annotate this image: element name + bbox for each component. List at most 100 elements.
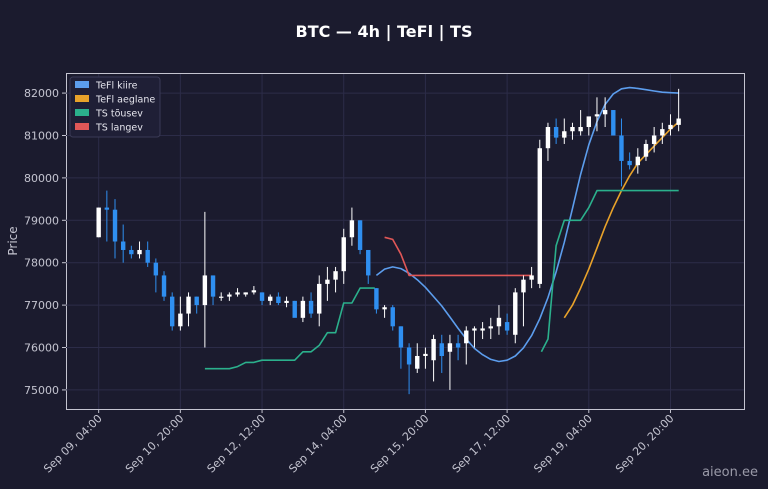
candle-body — [562, 131, 567, 138]
candle — [439, 334, 444, 373]
candle-body — [120, 241, 126, 250]
candle — [529, 266, 534, 289]
candle-body — [227, 294, 232, 297]
candle — [276, 292, 281, 306]
y-tick-label: 82000 — [24, 87, 59, 100]
candle — [586, 116, 591, 136]
legend-swatch-ts-down — [75, 123, 89, 130]
candle-body — [300, 300, 306, 318]
candle-body — [594, 114, 600, 117]
indicator-lines — [204, 86, 680, 370]
candle-body — [570, 127, 575, 132]
candle — [268, 294, 273, 306]
y-tick-label: 79000 — [24, 214, 59, 227]
candle — [537, 139, 542, 289]
y-tick-label: 77000 — [24, 299, 59, 312]
candle-body — [472, 328, 477, 331]
candle-body — [602, 110, 608, 115]
candle — [284, 296, 289, 308]
candle — [578, 110, 583, 136]
candle — [194, 296, 199, 314]
candle — [521, 275, 526, 327]
candle — [210, 275, 216, 306]
candle-body — [390, 307, 395, 327]
series-line-ts-up — [204, 287, 375, 370]
candle — [611, 110, 616, 136]
candle-body — [464, 330, 469, 344]
candle-body — [545, 127, 551, 149]
candle-body — [317, 283, 322, 314]
candle-body — [251, 290, 257, 293]
candle-body — [660, 129, 665, 136]
candle-body — [349, 220, 355, 238]
candle — [398, 326, 404, 369]
candle — [333, 266, 338, 293]
candle-body — [243, 292, 248, 295]
candle-body — [447, 343, 453, 352]
candle — [145, 241, 150, 267]
candle — [357, 220, 363, 255]
y-tick-label: 75000 — [24, 384, 59, 397]
candle-body — [169, 296, 175, 327]
candle-body — [398, 326, 404, 348]
candle-body — [513, 292, 518, 335]
candle — [308, 292, 314, 318]
candle — [496, 305, 502, 335]
candle — [374, 288, 379, 314]
candle — [513, 288, 518, 344]
y-tick-label: 78000 — [24, 257, 59, 270]
x-axis: Sep 09, 04:00 Sep 10, 20:00 Sep 12, 12:00 S… — [41, 409, 677, 476]
candle — [504, 313, 510, 335]
candle — [104, 190, 110, 242]
candle — [243, 292, 248, 297]
candle — [169, 292, 175, 331]
candle — [390, 305, 395, 331]
x-tick-label: Sep 12, 12:00 — [205, 412, 269, 476]
candle-body — [210, 275, 216, 297]
candle-body — [137, 249, 142, 255]
legend-label-tefl-fast: TeFl kiire — [95, 81, 138, 92]
legend-box — [69, 76, 161, 138]
candle-body — [619, 135, 624, 161]
candle-body — [235, 292, 240, 295]
candle-body — [521, 279, 526, 293]
candle — [317, 275, 322, 327]
candle-body — [431, 339, 436, 361]
candle-body — [112, 209, 118, 242]
candle — [676, 88, 681, 132]
series-line-ts-down — [384, 236, 532, 277]
candle-body — [480, 328, 485, 331]
candle-body — [341, 237, 346, 272]
candle-body — [186, 296, 191, 314]
candle — [178, 296, 183, 331]
candle-body — [423, 353, 428, 356]
candle-body — [553, 127, 559, 138]
candle-body — [129, 249, 134, 255]
y-tick-label: 76000 — [24, 342, 59, 355]
candle — [292, 300, 297, 318]
candle — [553, 118, 559, 144]
candle-body — [308, 300, 314, 314]
candle — [431, 334, 436, 382]
candle-body — [578, 127, 583, 132]
candle-body — [643, 143, 649, 157]
candle — [660, 122, 665, 144]
candle — [219, 292, 224, 301]
candle — [562, 118, 567, 144]
candle-body — [161, 275, 167, 297]
candle — [153, 258, 159, 293]
legend-label-ts-up: TS tõusev — [95, 109, 143, 120]
candle-body — [153, 262, 159, 276]
candle — [643, 139, 649, 161]
y-axis: 75000 76000 77000 78000 79000 80000 81000 82000 — [24, 87, 66, 397]
candle — [202, 211, 208, 348]
legend-swatch-tefl-fast — [75, 81, 89, 88]
candle — [349, 207, 355, 246]
candle-body — [382, 307, 387, 310]
candle-body — [537, 148, 542, 284]
plot-frame — [66, 73, 745, 410]
candle-body — [651, 135, 657, 144]
candle-body — [194, 296, 199, 306]
x-tick-label: Sep 09, 04:00 — [41, 412, 105, 476]
candle — [545, 122, 551, 161]
